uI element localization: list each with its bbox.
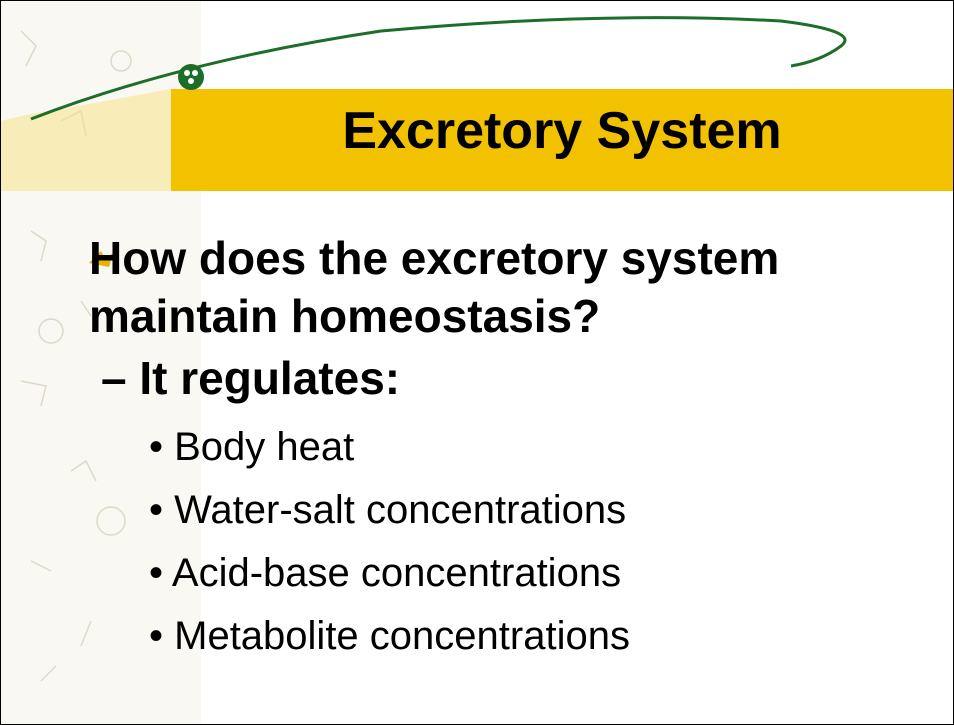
slide: Excretory System How does the excretory …: [0, 0, 954, 725]
title: Excretory System: [171, 101, 953, 161]
item-text: Metabolite concentrations: [174, 614, 630, 658]
sub-bullet-text: It regulates:: [139, 352, 400, 404]
item: • Water-salt concentrations: [149, 488, 626, 533]
sub-bullet: – It regulates:: [101, 351, 400, 405]
item-text: Body heat: [174, 425, 354, 469]
item: • Acid-base concentrations: [149, 551, 621, 596]
item-text: Water-salt concentrations: [174, 488, 626, 532]
bullet-text: How does the excretory system maintain h…: [89, 229, 909, 345]
item-text: Acid-base concentrations: [172, 551, 621, 595]
item: • Metabolite concentrations: [149, 614, 630, 659]
item: • Body heat: [149, 425, 354, 470]
